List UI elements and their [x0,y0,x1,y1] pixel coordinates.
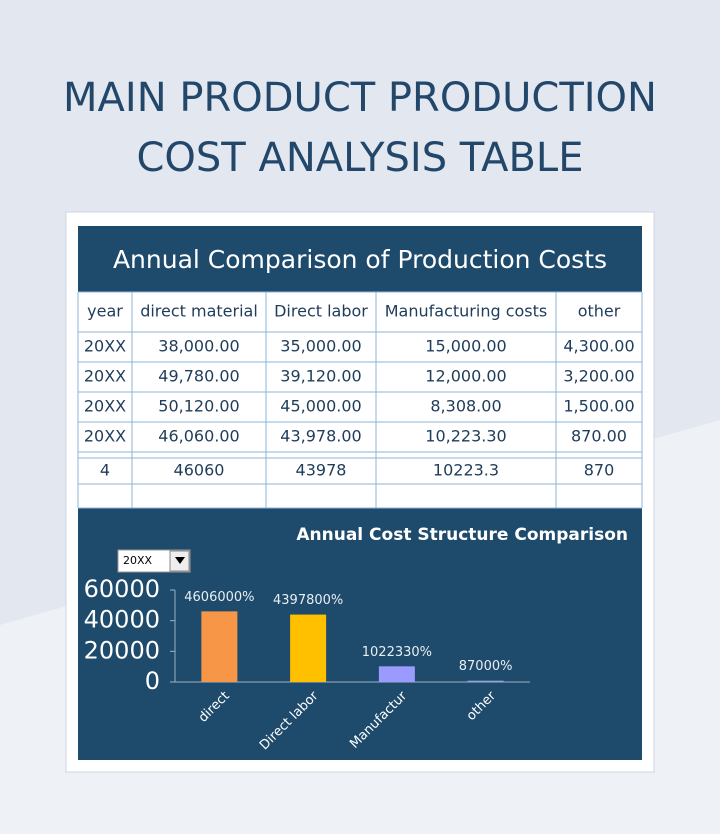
table-cell: 39,120.00 [280,367,361,386]
table-cell: 49,780.00 [158,367,239,386]
value-label: 87000% [459,659,513,674]
y-tick-label: 40000 [84,606,160,634]
page-title: MAIN PRODUCT PRODUCTION [63,75,657,121]
table-cell: 10,223.30 [425,427,506,446]
table-cell: 15,000.00 [425,337,506,356]
table-cell: 870.00 [571,427,627,446]
table-cell: 43,978.00 [280,427,361,446]
bar [378,666,415,682]
summary-cell: 43978 [296,461,347,480]
table-cell: 46,060.00 [158,427,239,446]
page-title: COST ANALYSIS TABLE [137,135,584,181]
table-cell: 35,000.00 [280,337,361,356]
y-tick-label: 20000 [84,636,160,664]
summary-cell: 870 [584,461,615,480]
table-cell: 20XX [84,337,126,356]
column-header: Manufacturing costs [385,302,547,321]
table-cell: 20XX [84,427,126,446]
table-body [78,292,642,508]
table-cell: 20XX [84,397,126,416]
table-cell: 38,000.00 [158,337,239,356]
dropdown-arrow [175,557,185,564]
bar [201,611,238,682]
column-header: Direct labor [274,302,368,321]
bar [467,680,504,682]
column-header: year [87,302,123,321]
summary-cell: 10223.3 [433,461,499,480]
column-header: other [578,302,621,321]
y-tick-label: 60000 [84,575,160,603]
table-cell: 20XX [84,367,126,386]
table-cell: 3,200.00 [563,367,634,386]
summary-cell: 46060 [174,461,225,480]
summary-cell: 4 [100,461,110,480]
dropdown[interactable]: 20XX [117,549,191,573]
chart-title: Annual Cost Structure Comparison [296,525,628,545]
table-cell: 8,308.00 [430,397,501,416]
table-cell: 45,000.00 [280,397,361,416]
y-tick-label: 0 [145,667,160,695]
dropdown-value[interactable]: 20XX [123,554,153,567]
column-header: direct material [140,302,258,321]
table-cell: 50,120.00 [158,397,239,416]
value-label: 4606000% [184,590,254,605]
table-cell: 1,500.00 [563,397,634,416]
value-label: 1022330% [362,645,432,660]
table-title: Annual Comparison of Production Costs [113,245,607,274]
bar [290,614,327,682]
table-cell: 12,000.00 [425,367,506,386]
table-cell: 4,300.00 [563,337,634,356]
value-label: 4397800% [273,593,343,608]
